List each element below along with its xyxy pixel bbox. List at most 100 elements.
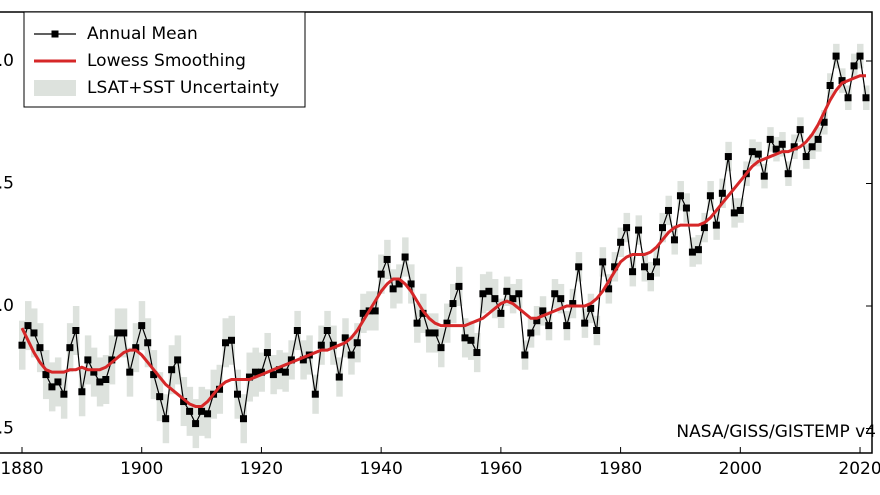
mean-marker [682, 204, 690, 212]
mean-marker [676, 192, 684, 200]
mean-line [21, 54, 867, 425]
mean-marker [802, 153, 810, 161]
mean-marker [581, 319, 589, 327]
mean-marker [647, 273, 655, 281]
mean-marker [503, 287, 511, 295]
mean-marker [629, 268, 637, 276]
mean-marker [156, 393, 164, 401]
mean-marker [174, 356, 182, 364]
y-tick-label: -0.5 [0, 419, 14, 439]
mean-marker [527, 329, 535, 337]
mean-marker [317, 341, 325, 349]
mean-marker [162, 415, 170, 423]
mean-marker [419, 309, 427, 317]
mean-marker [263, 349, 271, 357]
mean-marker [30, 329, 38, 337]
mean-marker [443, 319, 451, 327]
mean-marker [461, 334, 469, 342]
mean-marker [575, 263, 583, 271]
mean-marker [850, 62, 858, 70]
mean-marker [72, 327, 80, 334]
mean-marker [862, 94, 870, 102]
mean-marker [563, 322, 571, 330]
mean-marker [66, 344, 74, 352]
mean-marker [108, 356, 116, 364]
mean-marker [856, 52, 864, 60]
mean-marker [239, 415, 247, 423]
mean-marker [718, 189, 726, 197]
mean-marker [90, 368, 98, 376]
mean-marker [473, 349, 481, 357]
x-tick-label: 2000 [719, 459, 762, 479]
mean-marker [664, 206, 672, 214]
mean-marker [245, 373, 253, 381]
legend-swatch [34, 80, 76, 96]
legend-swatch [51, 30, 59, 38]
mean-marker [605, 285, 613, 293]
mean-marker [353, 339, 361, 347]
mean-marker [60, 390, 68, 398]
mean-marker [784, 170, 792, 178]
mean-marker [383, 255, 391, 263]
mean-marker [844, 94, 852, 102]
x-tick-label: 1900 [120, 459, 163, 479]
mean-marker [479, 290, 487, 298]
plot-frame [0, 11, 873, 454]
mean-marker [587, 304, 595, 312]
mean-marker [36, 344, 44, 352]
mean-marker [694, 246, 702, 254]
mean-marker [533, 317, 541, 325]
mean-marker [515, 290, 523, 298]
mean-marker [790, 143, 798, 151]
mean-marker [150, 371, 158, 379]
mean-marker [539, 307, 547, 315]
mean-marker [724, 153, 732, 161]
mean-marker [778, 140, 786, 148]
mean-marker [838, 77, 846, 85]
mean-marker [257, 368, 265, 376]
mean-marker [299, 356, 307, 364]
mean-marker [700, 224, 708, 232]
mean-marker [431, 329, 439, 337]
mean-marker [329, 341, 337, 349]
mean-marker [826, 82, 834, 89]
mean-marker [808, 143, 816, 151]
mean-marker [485, 287, 493, 295]
mean-marker [222, 339, 230, 347]
mean-marker [766, 135, 774, 143]
mean-marker [658, 224, 666, 232]
mean-marker [395, 280, 403, 288]
mean-marker [623, 224, 631, 232]
mean-marker [653, 258, 661, 266]
mean-marker [509, 295, 517, 303]
mean-marker [569, 300, 577, 308]
mean-marker [186, 407, 194, 415]
annotation: NASA/GISS/GISTEMP v4 [676, 422, 876, 442]
mean-marker [491, 295, 499, 303]
mean-marker [545, 322, 553, 330]
y-tick-label: 0.0 [0, 296, 14, 316]
mean-marker [670, 236, 678, 244]
mean-marker [168, 366, 176, 374]
mean-marker [521, 351, 529, 359]
mean-marker [48, 383, 56, 391]
mean-marker [114, 329, 122, 337]
mean-marker [144, 339, 152, 347]
mean-marker [120, 329, 128, 337]
mean-marker [425, 329, 433, 337]
mean-marker [377, 270, 385, 278]
mean-marker [593, 327, 601, 334]
mean-marker [293, 327, 301, 334]
mean-marker [772, 145, 780, 153]
mean-marker [754, 150, 762, 158]
mean-marker [832, 52, 840, 60]
mean-marker [748, 148, 756, 156]
mean-marker [635, 226, 643, 234]
mean-marker [497, 309, 505, 317]
mean-marker [820, 118, 828, 126]
mean-marker [467, 336, 475, 344]
mean-marker [54, 378, 62, 386]
mean-marker [413, 319, 421, 327]
mean-marker [611, 263, 619, 271]
